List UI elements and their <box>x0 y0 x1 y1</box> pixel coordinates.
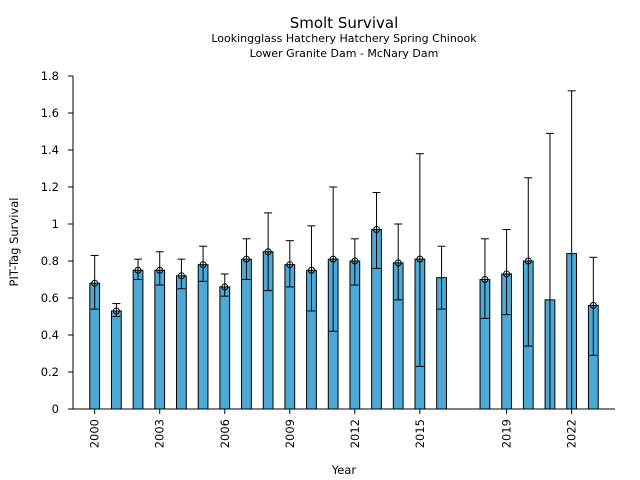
x-axis-ticks: 2000 2003 2006 2009 2012 2015 2019 2022 <box>88 409 579 448</box>
x-tick-label: 2022 <box>565 419 579 448</box>
x-tick-label: 2009 <box>283 419 297 448</box>
estimate-marker-2023 <box>589 301 597 309</box>
bar-group-2006 <box>219 273 231 410</box>
y-tick-label: 0.8 <box>41 254 59 268</box>
estimate-marker-2012 <box>351 257 359 265</box>
bar-2007 <box>241 258 252 410</box>
y-tick-label: 0 <box>52 402 59 416</box>
y-tick-label: 1.8 <box>41 69 59 83</box>
y-tick-label: 0.4 <box>41 328 59 342</box>
bar-group-2016 <box>436 245 447 410</box>
bar-group-2011 <box>327 186 339 410</box>
estimate-marker-2006 <box>221 283 229 291</box>
plot-area <box>89 90 599 410</box>
estimate-marker-2015 <box>416 255 424 263</box>
y-axis-label: PIT-Tag Survival <box>7 198 21 287</box>
y-tick-label: 1 <box>52 217 59 231</box>
x-tick-label: 2003 <box>153 419 167 448</box>
chart-title: Smolt Survival <box>290 14 399 32</box>
estimate-marker-2010 <box>307 266 315 274</box>
estimate-marker-2001 <box>112 307 120 315</box>
y-tick-label: 1.2 <box>41 180 59 194</box>
x-tick-label: 2012 <box>348 419 362 448</box>
bar-group-2015 <box>414 153 426 410</box>
bar-2004 <box>176 275 187 410</box>
bar-group-2002 <box>132 258 144 410</box>
estimate-marker-2018 <box>481 276 489 283</box>
bar-group-2023 <box>587 256 599 410</box>
estimate-marker-2009 <box>286 261 294 269</box>
estimate-marker-2004 <box>177 272 185 280</box>
bar-2003 <box>154 269 166 410</box>
estimate-marker-2007 <box>242 255 250 263</box>
bar-group-2005 <box>197 245 209 410</box>
bar-2005 <box>197 264 209 410</box>
bar-group-2020 <box>522 177 534 410</box>
estimate-marker-2008 <box>264 248 272 256</box>
bar-group-2013 <box>371 192 382 410</box>
bar-2002 <box>132 269 144 410</box>
bar-group-2000 <box>89 254 101 410</box>
x-tick-label: 2015 <box>413 419 427 448</box>
estimate-marker-2013 <box>373 226 381 234</box>
bar-group-2021 <box>544 132 556 410</box>
y-tick-label: 0.2 <box>41 365 59 379</box>
estimate-marker-2002 <box>134 266 142 274</box>
estimate-marker-2003 <box>156 266 164 274</box>
bar-group-2014 <box>392 223 404 410</box>
estimate-marker-2005 <box>199 261 207 269</box>
estimate-marker-2000 <box>91 279 99 287</box>
y-tick-label: 0.6 <box>41 291 59 305</box>
x-tick-label: 2019 <box>500 419 514 448</box>
bar-group-2007 <box>241 238 252 410</box>
bar-group-2022 <box>566 90 578 410</box>
chart-subtitle-line-2: Lower Granite Dam - McNary Dam <box>250 47 439 60</box>
bar-group-2004 <box>176 258 187 410</box>
bar-2001 <box>110 310 122 410</box>
bar-group-2018 <box>479 238 491 410</box>
bar-group-2019 <box>501 229 512 410</box>
bar-group-2003 <box>154 251 166 410</box>
bar-group-2012 <box>349 238 361 410</box>
bar-group-2010 <box>306 225 317 410</box>
x-axis-label: Year <box>331 463 357 477</box>
estimate-marker-2014 <box>394 259 402 267</box>
bar-group-2008 <box>262 212 274 410</box>
y-axis-ticks: 0 0.2 0.4 0.6 0.8 1 1.2 1.4 1.6 1.8 <box>41 69 73 416</box>
bar-2006 <box>219 286 231 410</box>
y-tick-label: 1.4 <box>41 143 59 157</box>
estimate-marker-2011 <box>329 255 337 263</box>
x-tick-label: 2000 <box>88 419 102 448</box>
estimate-marker-2020 <box>524 257 532 265</box>
y-tick-label: 1.6 <box>41 106 59 120</box>
bar-group-2009 <box>284 240 296 410</box>
bar-group-2001 <box>110 303 122 410</box>
x-tick-label: 2006 <box>218 419 232 448</box>
estimate-marker-2019 <box>503 270 511 278</box>
chart-subtitle-line-1: Lookingglass Hatchery Hatchery Spring Ch… <box>211 32 477 45</box>
